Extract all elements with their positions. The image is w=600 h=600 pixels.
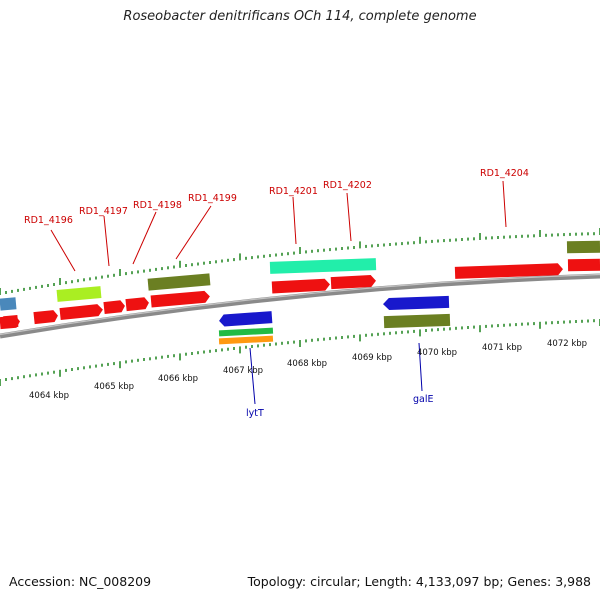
label-leaders xyxy=(50,180,507,272)
feature-orange[interactable] xyxy=(218,335,274,345)
outer-scale-ticks xyxy=(0,228,600,295)
feature-olive[interactable] xyxy=(147,273,211,291)
cds-feature[interactable] xyxy=(59,304,103,321)
map-title: Roseobacter denitrificans OCh 114, compl… xyxy=(123,9,477,24)
genome-summary-text: Topology: circular; Length: 4,133,097 bp… xyxy=(247,574,591,589)
scale-label: 4064 kbp xyxy=(29,391,69,401)
scale-label: 4072 kbp xyxy=(547,339,587,349)
cds-feature[interactable] xyxy=(125,297,149,312)
feature-steel[interactable] xyxy=(0,297,17,311)
scale-label: 4071 kbp xyxy=(482,343,522,353)
feature-green[interactable] xyxy=(218,327,274,337)
gene-label[interactable]: RD1_4204 xyxy=(480,168,529,179)
gene-label[interactable]: RD1_4196 xyxy=(24,215,73,226)
cds-feature[interactable] xyxy=(0,314,19,329)
cds-feature[interactable] xyxy=(33,310,58,325)
gene-label[interactable]: galE xyxy=(413,394,434,405)
feature-lime[interactable] xyxy=(56,286,102,302)
gene-labels: RD1_4196 RD1_4197 RD1_4198 RD1_4199 RD1_… xyxy=(24,168,529,419)
scale-label: 4067 kbp xyxy=(223,366,263,376)
gene-label[interactable]: RD1_4201 xyxy=(269,186,318,197)
scale-label: 4069 kbp xyxy=(352,353,392,363)
cds-feature[interactable] xyxy=(219,311,273,327)
cds-feature[interactable] xyxy=(150,290,211,308)
feature-olive[interactable] xyxy=(566,240,600,254)
cds-feature[interactable] xyxy=(103,300,125,315)
feature-olive[interactable] xyxy=(383,313,451,329)
cds-feature[interactable] xyxy=(454,263,563,279)
genome-backbone xyxy=(0,273,600,339)
gene-label[interactable]: RD1_4202 xyxy=(323,180,372,191)
feature-aqua[interactable] xyxy=(269,258,377,274)
scale-label: 4065 kbp xyxy=(94,382,134,392)
cds-feature[interactable] xyxy=(383,295,450,310)
cds-feature[interactable] xyxy=(271,278,331,294)
accession-text: Accession: NC_008209 xyxy=(9,574,152,589)
label-leaders-reverse xyxy=(249,342,423,405)
scale-label: 4068 kbp xyxy=(287,359,327,369)
forward-features xyxy=(0,240,600,330)
reverse-features xyxy=(0,295,451,345)
gene-label[interactable]: lytT xyxy=(246,408,264,419)
cds-feature[interactable] xyxy=(567,258,600,272)
gene-label[interactable]: RD1_4198 xyxy=(133,200,182,211)
scale-labels: 4064 kbp 4065 kbp 4066 kbp 4067 kbp 4068… xyxy=(29,339,587,401)
genome-backbone-highlight xyxy=(0,273,600,336)
gene-label[interactable]: RD1_4197 xyxy=(79,206,128,217)
scale-label: 4070 kbp xyxy=(417,348,457,358)
scale-label: 4066 kbp xyxy=(158,374,198,384)
gene-label[interactable]: RD1_4199 xyxy=(188,193,237,204)
inner-scale-ticks xyxy=(0,319,600,386)
cds-feature[interactable] xyxy=(330,275,377,290)
